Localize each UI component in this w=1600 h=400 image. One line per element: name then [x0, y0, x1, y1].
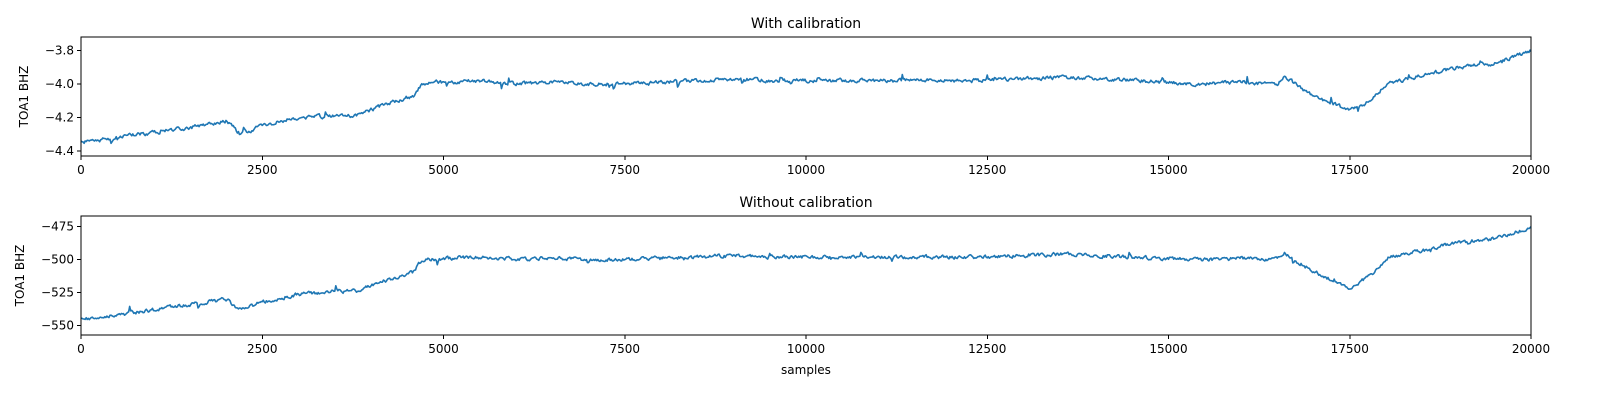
- x-axis-label: samples: [781, 363, 831, 377]
- y-tick-label: −500: [41, 253, 74, 267]
- x-tick-label: 12500: [968, 342, 1006, 356]
- x-tick-label: 5000: [428, 342, 459, 356]
- series-line: [81, 49, 1531, 145]
- series-line: [81, 226, 1531, 321]
- x-tick-label: 17500: [1331, 342, 1369, 356]
- chart-title: With calibration: [751, 16, 861, 32]
- y-tick-label: −475: [41, 220, 74, 234]
- x-tick-label: 15000: [1149, 342, 1187, 356]
- y-tick-label: −4.4: [45, 144, 74, 158]
- x-tick-label: 2500: [247, 342, 278, 356]
- y-tick-label: −4.0: [45, 77, 74, 91]
- x-tick-label: 7500: [609, 342, 640, 356]
- y-tick-label: −525: [41, 286, 74, 300]
- x-tick-label: 12500: [968, 163, 1006, 177]
- y-axis-label: TOA1 BHZ: [17, 66, 31, 129]
- y-tick-label: −550: [41, 319, 74, 333]
- y-axis-label: TOA1 BHZ: [13, 245, 27, 308]
- x-tick-label: 10000: [787, 342, 825, 356]
- x-tick-label: 20000: [1512, 342, 1550, 356]
- y-tick-label: −4.2: [45, 110, 74, 124]
- with-calibration-panel: 0 2500 5000 7500 10000 12500 15000 17500 20000 −4…: [17, 16, 1550, 177]
- x-tick-label: 10000: [787, 163, 825, 177]
- without-calibration-panel: 0 2500 5000 7500 10000 12500 15000 17500 20000 −5…: [13, 195, 1550, 377]
- x-tick-label: 2500: [247, 163, 278, 177]
- x-tick-label: 0: [77, 163, 85, 177]
- axes-frame: [80, 215, 1532, 336]
- x-tick-label: 20000: [1512, 163, 1550, 177]
- x-tick-label: 7500: [609, 163, 640, 177]
- x-tick-label: 15000: [1149, 163, 1187, 177]
- x-tick-label: 17500: [1331, 163, 1369, 177]
- x-tick-label: 0: [77, 342, 85, 356]
- chart-title: Without calibration: [739, 195, 872, 211]
- x-tick-label: 5000: [428, 163, 459, 177]
- y-tick-label: −3.8: [45, 43, 74, 57]
